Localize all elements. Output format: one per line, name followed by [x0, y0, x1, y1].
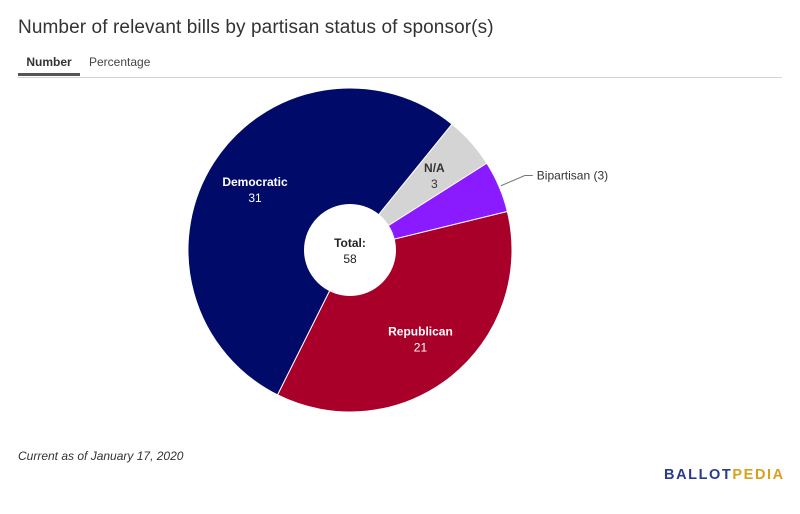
slice-republican[interactable]	[276, 210, 513, 413]
slice-value-n-a: 3	[431, 177, 438, 191]
donut-hole	[304, 204, 396, 296]
slice-value-republican: 21	[414, 340, 428, 354]
footnote: Current as of January 17, 2020	[18, 449, 184, 463]
active-tab-indicator	[18, 73, 80, 76]
tab-percentage[interactable]: Percentage	[89, 55, 151, 69]
slice-label-democratic: Democratic	[222, 175, 288, 189]
ballotpedia-logo[interactable]: BALLOTPEDIA	[664, 467, 785, 483]
slice-label-republican: Republican	[388, 324, 453, 338]
chart-title: Number of relevant bills by partisan sta…	[18, 17, 494, 38]
total-value: 58	[343, 252, 357, 266]
leader-line-bipartisan	[500, 175, 533, 187]
donut-chart: N/A 3 Bipartisan (3) Republican 21 Democratic…	[187, 87, 608, 413]
slice-value-democratic: 31	[248, 191, 262, 205]
logo-text-pedia: PEDIA	[732, 467, 785, 483]
slice-label-n-a: N/A	[424, 161, 445, 175]
tab-bar: Number Percentage	[18, 50, 782, 78]
slice-label-bipartisan: Bipartisan (3)	[537, 169, 608, 183]
logo-text-ballot: BALLOT	[664, 467, 733, 483]
total-label: Total:	[334, 236, 366, 250]
tab-number[interactable]: Number	[26, 55, 72, 69]
